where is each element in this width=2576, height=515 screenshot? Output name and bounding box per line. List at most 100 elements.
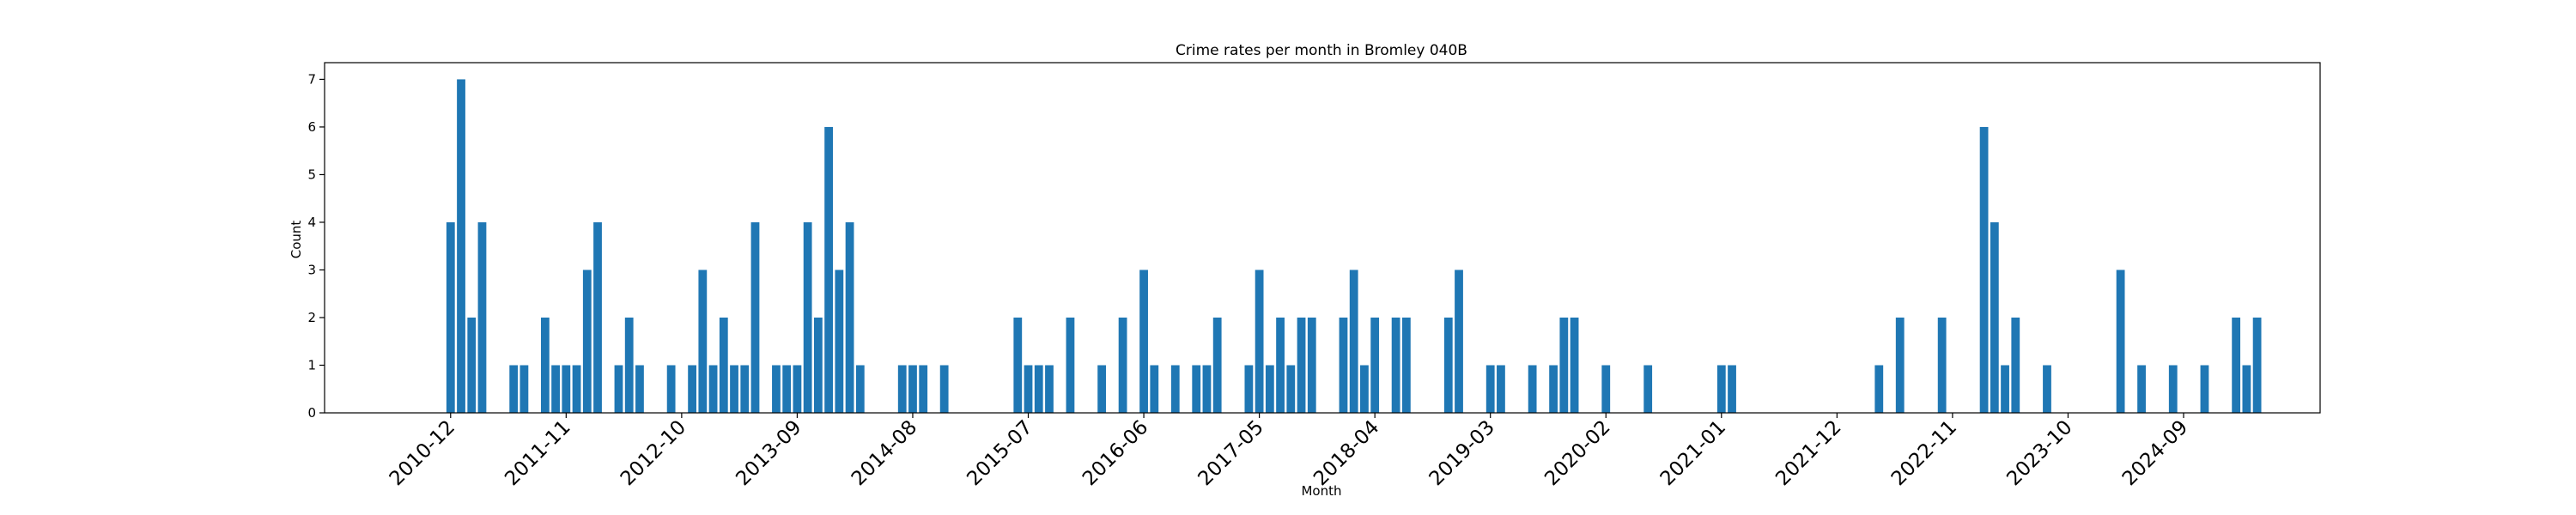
bar [519,365,529,413]
bar [1297,317,1306,413]
bar [2116,270,2125,413]
bar [551,365,560,413]
bar [1066,317,1075,413]
bar [772,365,781,413]
bar [1139,270,1148,413]
bar [2200,365,2209,413]
bar [1255,270,1264,413]
bar [1265,365,1274,413]
y-tick-label: 1 [307,357,316,373]
bar [845,221,854,413]
bar [698,270,708,413]
bar [1485,365,1495,413]
bar [1895,317,1905,413]
y-tick-label: 6 [307,119,316,135]
bar [2137,365,2146,413]
bar [1528,365,1537,413]
bar [467,317,477,413]
bar [2011,317,2020,413]
bar [793,365,802,413]
bar [919,365,928,413]
bar [509,365,519,413]
bar [1990,221,1999,413]
x-axis-label: Month [1301,483,1341,499]
bar [1443,317,1453,413]
bar [593,221,602,413]
plot-frame [324,62,2321,414]
bar [582,270,592,413]
bar [2242,365,2251,413]
bar [1013,317,1023,413]
bar [1391,317,1400,413]
bar [1360,365,1369,413]
bar [1307,317,1316,413]
y-tick-label: 2 [307,310,316,325]
bar [572,365,581,413]
bar [477,221,487,413]
bar [1570,317,1579,413]
bar [2252,317,2262,413]
y-tick-label: 5 [307,167,316,182]
bar [1979,126,1989,413]
bar [897,365,907,413]
bar [1728,365,1736,413]
bar [446,221,455,413]
bar [2232,317,2241,413]
bar [730,365,738,413]
bar [719,317,728,413]
bar [1874,365,1884,413]
y-tick-label: 4 [307,215,316,230]
bar [540,317,550,413]
y-tick-label: 0 [307,405,316,421]
bar [1118,317,1127,413]
bar [1097,365,1107,413]
bar [782,365,792,413]
bar [457,79,465,414]
bar [1244,365,1254,413]
bar [1034,365,1043,413]
bar [666,365,676,413]
chart-title: Crime rates per month in Bromley 040B [1176,42,1467,59]
bar [1549,365,1558,413]
bar [1643,365,1653,413]
bar [1170,365,1180,413]
bar [1937,317,1947,413]
bar [635,365,644,413]
bar [1601,365,1611,413]
bar [908,365,917,413]
bar [1212,317,1222,413]
bar [2001,365,2009,413]
bar [1401,317,1411,413]
bar [614,365,623,413]
bar [803,221,812,413]
bar [1370,317,1380,413]
y-tick-label: 7 [307,71,316,87]
bar [824,126,834,413]
bar [1716,365,1726,413]
bar-series [446,79,2262,414]
bar [708,365,718,413]
bar [1202,365,1212,413]
bar [1349,270,1358,413]
bar [2168,365,2178,413]
bar [835,270,844,413]
bar [1024,365,1033,413]
bar [688,365,696,413]
y-tick-label: 3 [307,262,316,277]
bar [1455,270,1463,413]
bar [1045,365,1054,413]
bar [1150,365,1159,413]
bar [1497,365,1505,413]
bar [740,365,750,413]
y-axis-label: Count [289,221,304,259]
bar [813,317,823,413]
bar [855,365,865,413]
bar [562,365,571,413]
bar [939,365,949,413]
bar [1276,317,1285,413]
bar [750,221,760,413]
bar [1559,317,1569,413]
bar [1339,317,1348,413]
